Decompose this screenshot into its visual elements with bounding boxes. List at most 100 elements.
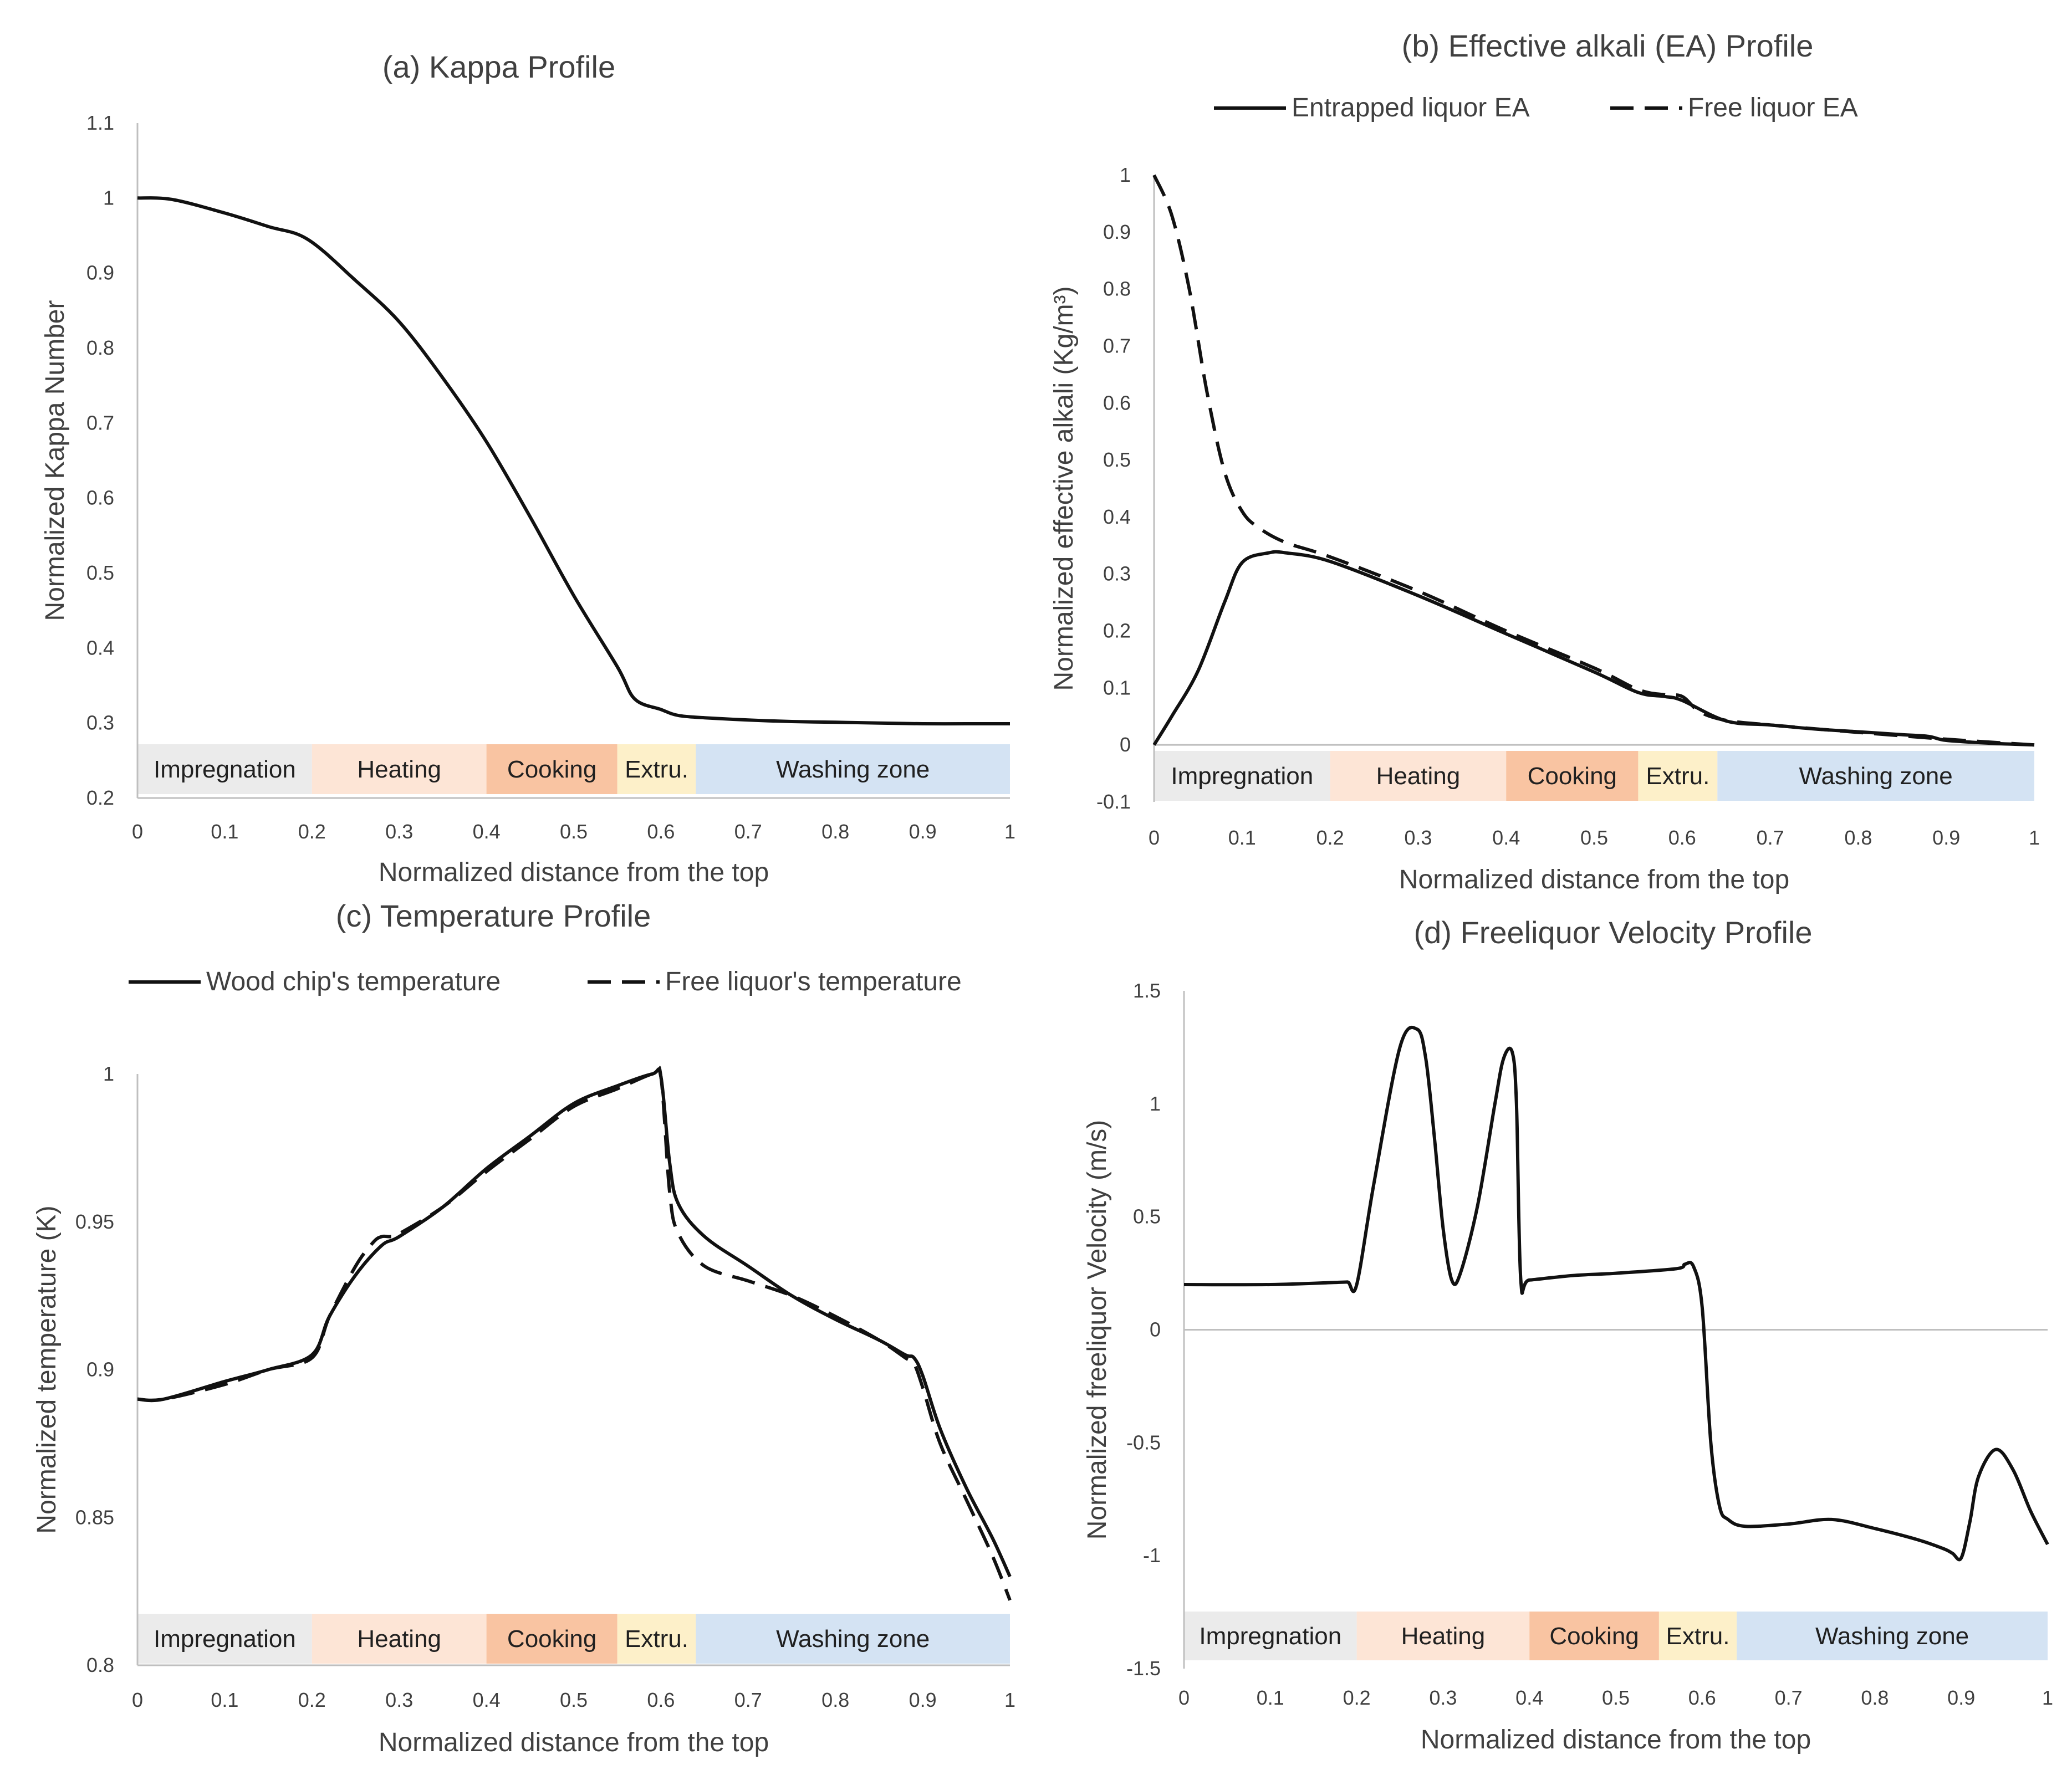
x-tick-label: 0.6 bbox=[1668, 826, 1696, 849]
zone-label: Heating bbox=[357, 756, 441, 783]
y-axis-label: Normalized Kappa Number bbox=[40, 300, 70, 621]
y-tick-label: 0.7 bbox=[1103, 334, 1131, 357]
x-tick-label: 0.8 bbox=[1844, 826, 1872, 849]
zone-label: Cooking bbox=[1528, 763, 1617, 790]
y-tick-label: 0.7 bbox=[86, 411, 114, 434]
y-tick-label: 0.3 bbox=[86, 712, 114, 734]
y-tick-label: -0.5 bbox=[1126, 1431, 1161, 1454]
zone-band bbox=[617, 744, 696, 794]
x-tick-label: 1 bbox=[1004, 820, 1015, 843]
zone-label: Impregnation bbox=[1171, 763, 1313, 790]
zone-label: Heating bbox=[1401, 1623, 1486, 1650]
zone-label: Impregnation bbox=[154, 756, 296, 783]
zone-label: Extru. bbox=[1666, 1623, 1730, 1650]
y-tick-label: 1 bbox=[103, 1062, 114, 1085]
zone-band bbox=[1154, 751, 1330, 801]
y-tick-label: 0.5 bbox=[86, 561, 114, 584]
chart-title: (b) Effective alkali (EA) Profile bbox=[1402, 28, 1814, 63]
y-tick-label: 0 bbox=[1120, 733, 1131, 756]
x-tick-label: 1 bbox=[1004, 1689, 1015, 1711]
x-tick-label: 0 bbox=[1149, 826, 1160, 849]
x-tick-label: 1 bbox=[2042, 1686, 2053, 1709]
x-tick-label: 0.7 bbox=[734, 1689, 762, 1711]
x-axis-label: Normalized distance from the top bbox=[1421, 1725, 1811, 1755]
chart-title-text: Freeliquor Velocity Profile bbox=[1461, 915, 1813, 950]
zone-band bbox=[696, 1614, 1010, 1664]
zone-band bbox=[1658, 1612, 1737, 1660]
series-line-freeliquor-velocity bbox=[1183, 1025, 2049, 1562]
y-tick-label: 0.9 bbox=[86, 262, 114, 284]
chart-title-prefix: (b) bbox=[1402, 28, 1448, 63]
zone-band bbox=[617, 1614, 696, 1664]
x-tick-label: 0.4 bbox=[473, 1689, 501, 1711]
zone-band bbox=[1356, 1612, 1530, 1660]
series-line-free-liquor-s-temperature bbox=[137, 1065, 1012, 1601]
y-tick-label: -1.5 bbox=[1126, 1657, 1161, 1680]
x-tick-label: 0.7 bbox=[734, 820, 762, 843]
x-tick-label: 0.1 bbox=[211, 1689, 238, 1711]
zone-label: Washing zone bbox=[776, 756, 930, 783]
x-tick-label: 0.7 bbox=[1757, 826, 1784, 849]
x-tick-label: 0.8 bbox=[821, 1689, 849, 1711]
zone-band bbox=[1330, 751, 1507, 801]
x-tick-label: 0.5 bbox=[560, 1689, 588, 1711]
x-tick-label: 0.1 bbox=[1228, 826, 1256, 849]
y-tick-label: 0.8 bbox=[86, 336, 114, 359]
x-tick-label: 0.3 bbox=[385, 820, 413, 843]
x-tick-label: 0.2 bbox=[1343, 1686, 1371, 1709]
y-tick-label: 0 bbox=[1150, 1318, 1161, 1341]
chart-title-text: Temperature Profile bbox=[380, 898, 651, 933]
x-tick-label: 0 bbox=[132, 1689, 143, 1711]
x-tick-label: 0 bbox=[1178, 1686, 1190, 1709]
chart-b: (b) Effective alkali (EA) Profile Entrapp… bbox=[1049, 28, 2040, 894]
x-axis-label: Normalized distance from the top bbox=[379, 858, 769, 887]
series-line-free-liquor-ea bbox=[1152, 174, 2035, 747]
chart-title: (c) Temperature Profile bbox=[336, 898, 651, 933]
x-tick-label: 0.3 bbox=[385, 1689, 413, 1711]
y-tick-label: 0.95 bbox=[75, 1210, 114, 1233]
series-line-entrapped-liquor-ea bbox=[1152, 550, 2035, 747]
x-tick-label: 0.3 bbox=[1404, 826, 1432, 849]
x-tick-label: 0.5 bbox=[1580, 826, 1608, 849]
chart-title-prefix: (c) bbox=[336, 898, 380, 933]
zone-band bbox=[1529, 1612, 1659, 1660]
zone-band bbox=[1506, 751, 1639, 801]
zone-band bbox=[312, 1614, 487, 1664]
x-tick-label: 0 bbox=[132, 820, 143, 843]
y-tick-label: 1.1 bbox=[86, 111, 114, 134]
zone-label: Heating bbox=[357, 1625, 441, 1653]
legend-label: Entrapped liquor EA bbox=[1292, 93, 1530, 122]
y-axis-label: Normalized temperature (K) bbox=[32, 1205, 62, 1533]
chart-title-prefix: (d) bbox=[1414, 915, 1461, 950]
zone-band bbox=[1184, 1612, 1357, 1660]
zone-label: Extru. bbox=[1646, 763, 1709, 790]
x-tick-label: 0.1 bbox=[1257, 1686, 1284, 1709]
x-tick-label: 0.5 bbox=[560, 820, 588, 843]
y-tick-label: 0.2 bbox=[86, 786, 114, 809]
x-tick-label: 0.8 bbox=[1861, 1686, 1889, 1709]
y-tick-label: 0.4 bbox=[1103, 505, 1131, 528]
x-tick-label: 0.6 bbox=[647, 1689, 675, 1711]
x-tick-label: 0.4 bbox=[1492, 826, 1520, 849]
zone-label: Cooking bbox=[507, 1625, 596, 1653]
x-axis-label: Normalized distance from the top bbox=[379, 1728, 769, 1757]
x-tick-label: 0.9 bbox=[1932, 826, 1960, 849]
x-tick-label: 0.9 bbox=[1947, 1686, 1975, 1709]
chart-title-text: (a) Kappa Profile bbox=[382, 49, 615, 84]
zone-band bbox=[137, 744, 312, 794]
zone-label: Washing zone bbox=[1815, 1623, 1969, 1650]
zone-band bbox=[696, 744, 1010, 794]
y-tick-label: 1 bbox=[1150, 1092, 1161, 1115]
zone-band bbox=[486, 1614, 617, 1664]
series-line-kappa bbox=[137, 196, 1010, 726]
chart-title-text: Effective alkali (EA) Profile bbox=[1448, 28, 1814, 63]
x-tick-label: 0.3 bbox=[1429, 1686, 1457, 1709]
y-tick-label: 0.9 bbox=[86, 1358, 114, 1381]
x-tick-label: 0.5 bbox=[1602, 1686, 1630, 1709]
y-tick-label: 0.85 bbox=[75, 1506, 114, 1528]
zone-band bbox=[1737, 1612, 2048, 1660]
y-tick-label: 0.2 bbox=[1103, 620, 1131, 642]
x-tick-label: 0.2 bbox=[298, 820, 326, 843]
zone-band bbox=[312, 744, 487, 794]
